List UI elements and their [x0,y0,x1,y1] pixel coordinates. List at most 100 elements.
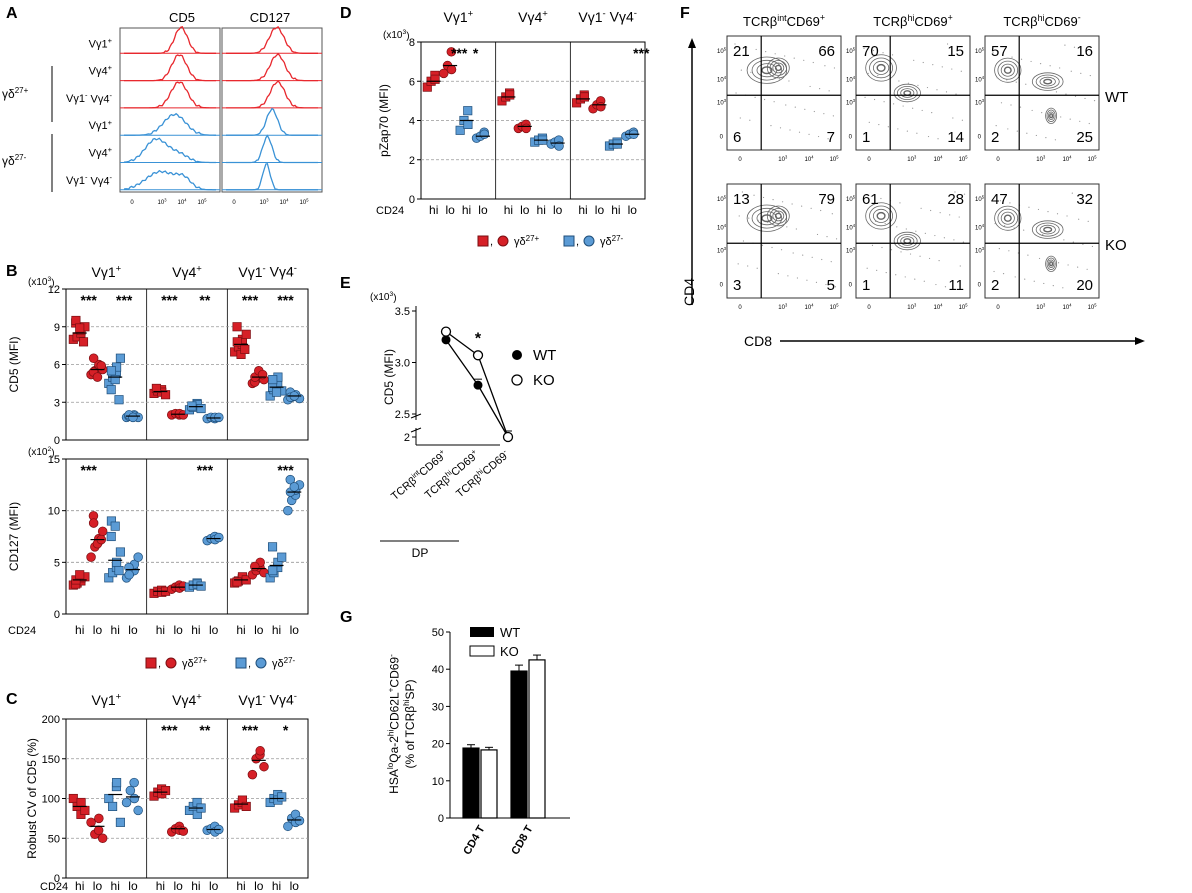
event-dot [788,80,790,82]
x-category-label: TCRβintCD69+ [387,447,450,503]
subset-title: Vγ1- Vγ4- [238,263,296,280]
event-dot [1059,67,1061,69]
y-tick-label: 100 [42,794,60,806]
flow-frame [855,35,971,151]
event-dot [739,117,741,119]
histogram-curve [123,137,216,164]
data-point-square [232,322,242,332]
event-dot [883,101,885,103]
cd24-label: CD24 [376,205,404,217]
event-dot [1074,95,1077,97]
event-dot [865,218,867,220]
event-dot [1055,91,1058,93]
event-dot [1027,254,1029,256]
contour-line [896,86,918,101]
x-label: hi [156,879,165,893]
event-dot [1071,192,1073,194]
event-dot [935,283,937,286]
event-dot [824,65,826,67]
y-multiplier: (x103) [383,29,410,42]
event-dot [1020,58,1023,60]
panel-c-subset-titles: Vγ1+ Vγ4+ Vγ1- Vγ4- [91,691,296,708]
significance-mark: *** [277,462,294,478]
data-point-circle [521,123,531,134]
event-dot [956,45,958,47]
legend-ko-label: KO [500,644,519,659]
contour-line [1035,74,1060,89]
event-dot [1072,241,1074,243]
y-tick: 105 [975,195,985,203]
histogram-curve [124,112,216,136]
event-dot [787,275,789,277]
data-point-circle [86,817,96,828]
y-tick-label: 2.5 [395,409,410,421]
contour-line [865,54,897,82]
event-dot [922,61,924,64]
data-point-square [187,401,197,411]
panel-g-label: G [340,609,352,626]
event-dot [887,126,889,128]
histogram-x-tick: 103 [260,198,270,206]
y-tick-label: 4 [409,116,415,128]
data-point-circle [285,474,296,485]
cd4-axis-label: CD4 [681,278,697,306]
legend-wt-swatch [470,627,494,637]
event-dot [791,203,793,205]
bar-wt [510,670,528,819]
event-dot [794,106,796,108]
data-point-square [115,547,125,557]
histogram-x-tick: 103 [158,198,168,206]
data-point-square [268,375,278,385]
x-label: lo [290,623,300,637]
quadrant-ul: 13 [733,191,750,208]
y-axis-label: CD5 (MFI) [7,337,21,393]
data-point-circle [92,372,103,382]
legend-sep: , [158,658,161,670]
x-label: lo [254,623,264,637]
contour-line [1035,222,1060,237]
event-dot [924,232,926,234]
contour-line [893,231,921,251]
event-dot [921,109,923,112]
contour-line [1039,76,1056,87]
event-dot [1011,56,1013,58]
x-label: lo [254,879,264,893]
event-dot [798,131,801,133]
contour-line [872,208,890,223]
event-dot [1084,97,1086,100]
data-point-square [80,805,90,815]
data-point-square [232,337,242,347]
histogram-curve [226,26,318,54]
histogram-frame-cd5 [119,27,221,193]
event-dot [815,281,818,283]
panel-d-label: D [340,5,352,22]
legend-blue-circle [255,657,267,669]
y-tick-label: 0 [54,435,60,447]
event-dot [868,121,870,123]
y-tick-label: 6 [409,76,415,88]
event-dot [866,267,868,269]
event-dot [958,216,960,218]
event-dot [1009,202,1011,204]
significance-mark: ** [199,722,210,738]
data-point-circle [129,793,140,804]
y-tick-label: 3.5 [395,306,410,318]
event-dot [962,241,965,243]
event-dot [762,196,765,199]
data-point-circle [121,797,132,808]
x-tick: 103 [1036,303,1046,311]
y-tick-label: 30 [432,701,444,713]
event-dot [941,66,943,68]
event-dot [735,92,737,94]
event-dot [764,98,766,101]
flow-frame [855,183,971,299]
event-dot [900,251,902,253]
subset-title: Vγ1+ [91,691,121,708]
contour-line [865,202,897,230]
x-tick: 0 [867,157,871,163]
flow-plot: 13 79 3 5 0 103 104 105 0 103 104 105 [717,183,842,311]
plot-frame [65,458,309,615]
contour-line [766,205,790,227]
event-dot [1023,229,1025,231]
